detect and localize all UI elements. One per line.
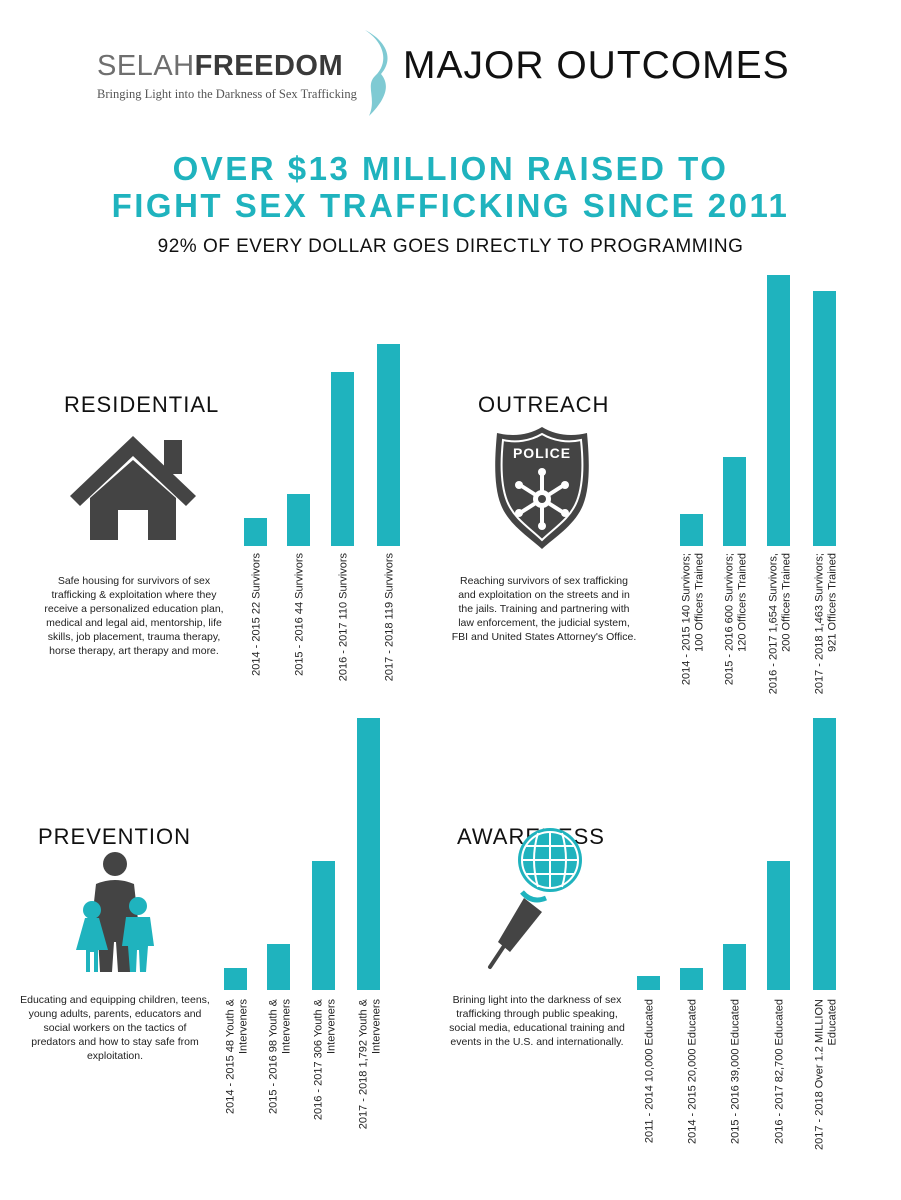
outreach-bar-label-1: 2014 - 2015 140 Survivors;100 Officers T… bbox=[681, 553, 706, 685]
house-icon bbox=[70, 436, 196, 540]
police-badge-icon: POLICE bbox=[495, 427, 589, 549]
residential-bar-3 bbox=[331, 372, 354, 546]
residential-bar-1 bbox=[244, 518, 267, 546]
prevention-description: Educating and equipping children, teens,… bbox=[20, 994, 210, 1062]
logo-wordmark: SELAHFREEDOM bbox=[97, 50, 344, 82]
awareness-bar-3 bbox=[723, 944, 746, 990]
prevention-bar-label-2: 2015 - 2016 98 Youth &Interveners bbox=[268, 998, 293, 1114]
awareness-bar-label-5: 2017 - 2018 Over 1.2 MILLIONEducated bbox=[814, 999, 839, 1150]
microphone-icon bbox=[488, 828, 582, 969]
residential-bar-4 bbox=[377, 344, 400, 546]
outreach-title: OUTREACH bbox=[478, 392, 610, 417]
logo-swirl-icon bbox=[365, 30, 388, 116]
prevention-bar-label-4: 2017 - 2018 1,792 Youth &Interveners bbox=[358, 998, 383, 1129]
prevention-bar-2 bbox=[267, 944, 290, 990]
awareness-bar-label-1: 2011 - 2014 10,000 Educated bbox=[644, 999, 656, 1143]
awareness-bar-4 bbox=[767, 861, 790, 990]
residential-bar-label-1: 2014 - 2015 22 Survivors bbox=[251, 553, 263, 676]
prevention-bar-label-3: 2016 - 2017 306 Youth &Interveners bbox=[313, 998, 338, 1120]
subheadline: 92% OF EVERY DOLLAR GOES DIRECTLY TO PRO… bbox=[157, 236, 744, 257]
residential-title: RESIDENTIAL bbox=[64, 392, 220, 417]
prevention-bar-4 bbox=[357, 718, 380, 990]
page-title: MAJOR OUTCOMES bbox=[403, 44, 790, 87]
awareness-bar-label-4: 2016 - 2017 82,700 Educated bbox=[774, 999, 786, 1144]
awareness-bar-label-3: 2015 - 2016 39,000 Educated bbox=[730, 999, 742, 1144]
logo-tagline: Bringing Light into the Darkness of Sex … bbox=[97, 87, 357, 101]
selah-freedom-logo: SELAHFREEDOM Bringing Light into the Dar… bbox=[97, 40, 397, 120]
outreach-bar-2 bbox=[723, 457, 746, 546]
outreach-bar-label-3: 2016 - 2017 1,654 Survivors,200 Officers… bbox=[768, 553, 793, 694]
residential-description: Safe housing for survivors of sex traffi… bbox=[44, 575, 224, 657]
outreach-bar-label-2: 2015 - 2016 600 Survivors;120 Officers T… bbox=[724, 553, 749, 685]
awareness-bar-5 bbox=[813, 718, 836, 990]
awareness-description: Brining light into the darkness of sex t… bbox=[449, 994, 625, 1048]
headline-line-2: FIGHT SEX TRAFFICKING SINCE 2011 bbox=[111, 187, 790, 224]
awareness-bar-1 bbox=[637, 976, 660, 990]
prevention-title: PREVENTION bbox=[38, 824, 192, 849]
family-icon bbox=[76, 852, 154, 972]
prevention-bar-1 bbox=[224, 968, 247, 990]
prevention-bar-3 bbox=[312, 861, 335, 990]
outreach-bar-label-4: 2017 - 2018 1,463 Survivors;921 Officers… bbox=[814, 553, 839, 694]
residential-bar-label-3: 2016 - 2017 110 Survivors bbox=[338, 553, 350, 682]
outreach-description: Reaching survivors of sex trafficking an… bbox=[451, 575, 637, 643]
outreach-bar-3 bbox=[767, 275, 790, 546]
prevention-bar-label-1: 2014 - 2015 48 Youth &Interveners bbox=[225, 998, 250, 1114]
badge-text: POLICE bbox=[513, 445, 571, 461]
awareness-bar-2 bbox=[680, 968, 703, 990]
residential-bar-label-4: 2017 - 2018 119 Survivors bbox=[384, 553, 396, 682]
residential-bar-label-2: 2015 - 2016 44 Survivors bbox=[294, 553, 306, 676]
outreach-bar-4 bbox=[813, 291, 836, 546]
headline-line-1: OVER $13 MILLION RAISED TO bbox=[172, 150, 729, 187]
outreach-bar-1 bbox=[680, 514, 703, 546]
residential-bar-2 bbox=[287, 494, 310, 546]
awareness-bar-label-2: 2014 - 2015 20,000 Educated bbox=[687, 999, 699, 1144]
